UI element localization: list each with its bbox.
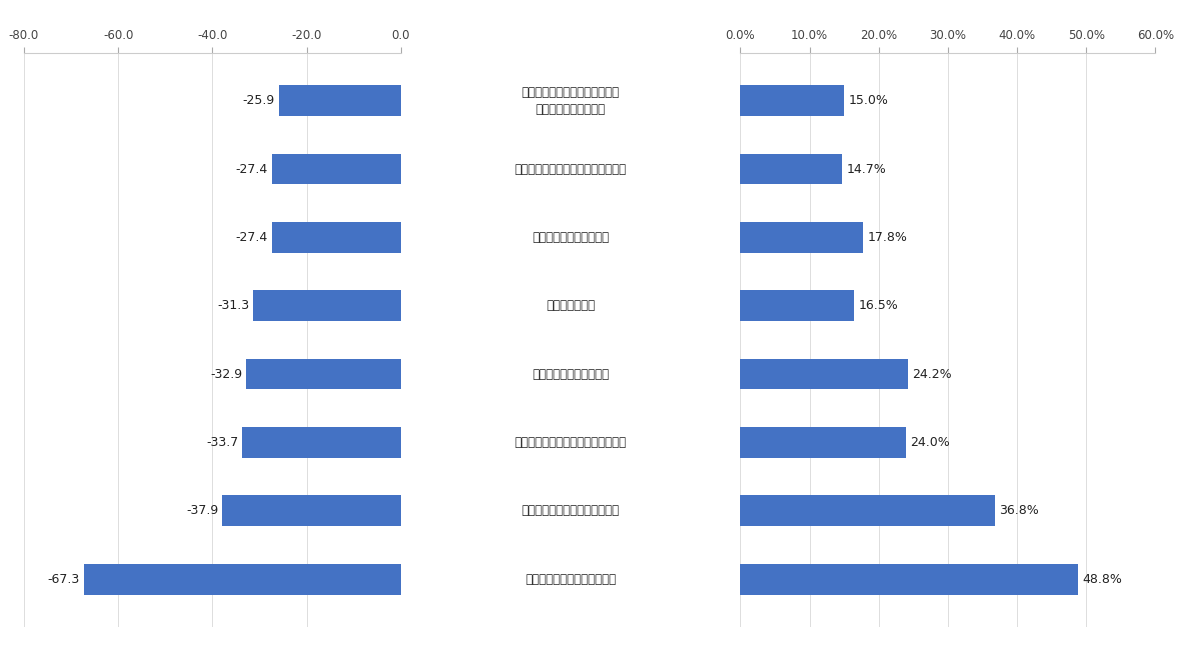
Text: -32.9: -32.9 xyxy=(210,368,242,381)
Bar xyxy=(272,154,401,184)
Text: 48.8%: 48.8% xyxy=(1081,573,1122,585)
Bar xyxy=(242,427,401,458)
Bar xyxy=(741,290,854,321)
Text: 税制・相続に関する情報: 税制・相続に関する情報 xyxy=(532,231,609,244)
Text: 36.8%: 36.8% xyxy=(999,504,1039,517)
Text: -67.3: -67.3 xyxy=(48,573,80,585)
Bar xyxy=(272,222,401,253)
Text: -33.7: -33.7 xyxy=(206,436,238,449)
Text: ライフプランに沿った中長期の
資産形成に関する情報: ライフプランに沿った中長期の 資産形成に関する情報 xyxy=(522,86,619,115)
Text: 24.2%: 24.2% xyxy=(912,368,952,381)
Text: 売れ筋の金融商品の情報: 売れ筋の金融商品の情報 xyxy=(532,368,609,381)
Bar xyxy=(279,85,401,116)
Bar xyxy=(741,358,908,389)
Text: 受けたことがある情報はない: 受けたことがある情報はない xyxy=(525,573,616,585)
Bar xyxy=(741,85,844,116)
Bar xyxy=(741,564,1078,595)
Text: 資産運用の必要性に関する情報: 資産運用の必要性に関する情報 xyxy=(522,504,619,517)
Text: -27.4: -27.4 xyxy=(236,162,268,176)
Bar xyxy=(223,496,401,526)
Text: -25.9: -25.9 xyxy=(243,94,275,107)
Bar xyxy=(741,222,863,253)
Bar xyxy=(83,564,401,595)
Text: 16.5%: 16.5% xyxy=(859,299,898,312)
Text: 15.0%: 15.0% xyxy=(848,94,888,107)
Text: 資産配分の情報: 資産配分の情報 xyxy=(547,299,596,312)
Text: 14.7%: 14.7% xyxy=(846,162,886,176)
Text: -37.9: -37.9 xyxy=(186,504,218,517)
Text: 期待リターンの高い金融商品の情報: 期待リターンの高い金融商品の情報 xyxy=(515,436,626,449)
Bar xyxy=(254,290,401,321)
Text: 24.0%: 24.0% xyxy=(910,436,950,449)
Text: 17.8%: 17.8% xyxy=(867,231,908,244)
Bar xyxy=(741,427,906,458)
Text: -27.4: -27.4 xyxy=(236,231,268,244)
Text: -31.3: -31.3 xyxy=(218,299,250,312)
Bar xyxy=(741,496,994,526)
Text: 類似する複数の金融商品の比較情報: 類似する複数の金融商品の比較情報 xyxy=(515,162,626,176)
Bar xyxy=(741,154,842,184)
Bar xyxy=(245,358,401,389)
